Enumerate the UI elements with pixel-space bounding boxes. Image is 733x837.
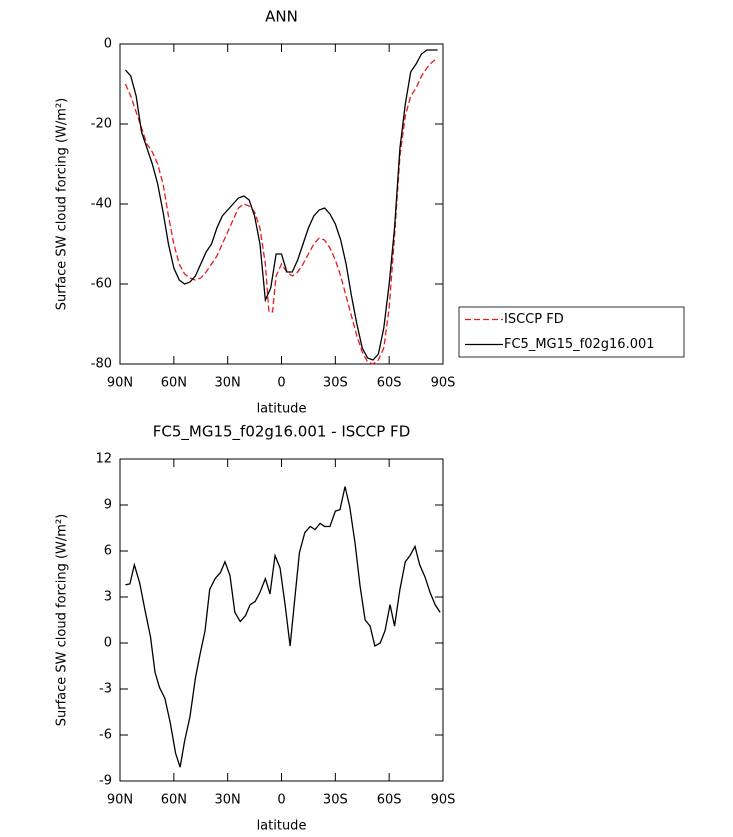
x-tick-label: 30S — [323, 376, 348, 391]
x-tick-label: 90S — [431, 376, 456, 391]
x-tick-label: 30N — [215, 793, 241, 808]
plot-frame — [119, 43, 444, 365]
y-tick-label: 0 — [104, 37, 112, 52]
x-tick-label: 60N — [161, 793, 187, 808]
y-tick-label: -40 — [91, 197, 112, 212]
x-tick-label: 30N — [215, 376, 241, 391]
x-tick-label: 90N — [107, 376, 133, 391]
legend-box — [458, 306, 685, 358]
x-tick-label: 30S — [323, 793, 348, 808]
y-axis-label: Surface SW cloud forcing (W/m²) — [55, 514, 70, 726]
x-axis-label: latitude — [257, 819, 307, 834]
x-tick-label: 90S — [431, 793, 456, 808]
y-tick-label: -20 — [91, 117, 112, 132]
data-line — [124, 49, 438, 361]
y-tick-label: 6 — [104, 544, 112, 559]
chart-title: ANN — [265, 8, 298, 26]
y-tick-label: 0 — [104, 636, 112, 651]
y-tick-label: -9 — [99, 774, 112, 789]
chart-title: FC5_MG15_f02g16.001 - ISCCP FD — [153, 423, 411, 442]
x-tick-label: 90N — [107, 793, 133, 808]
y-tick-label: -3 — [99, 682, 112, 697]
legend-label: ISCCP FD — [504, 312, 564, 327]
y-tick-label: -6 — [99, 728, 112, 743]
x-tick-label: 60S — [377, 793, 402, 808]
x-tick-label: 60N — [161, 376, 187, 391]
plot-frame — [119, 458, 444, 782]
x-tick-label: 0 — [277, 793, 285, 808]
data-line — [124, 57, 439, 365]
y-tick-label: 3 — [104, 590, 112, 605]
x-tick-label: 60S — [377, 376, 402, 391]
y-tick-label: 9 — [104, 498, 112, 513]
data-line — [125, 486, 441, 768]
y-tick-label: 12 — [95, 452, 112, 467]
x-axis-label: latitude — [257, 402, 307, 417]
x-tick-label: 0 — [277, 376, 285, 391]
y-axis-label: Surface SW cloud forcing (W/m²) — [55, 98, 70, 310]
y-tick-label: -60 — [91, 277, 112, 292]
legend-label: FC5_MG15_f02g16.001 — [504, 337, 655, 352]
y-tick-label: -80 — [91, 357, 112, 372]
